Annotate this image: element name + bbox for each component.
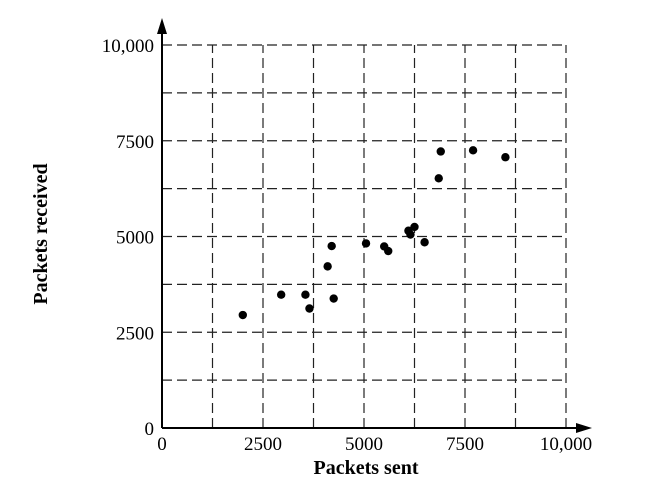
- x-tick-label: 2500: [244, 434, 282, 455]
- data-points: [238, 146, 510, 320]
- y-tick-label: 10,000: [102, 36, 154, 57]
- x-axis-title: Packets sent: [314, 457, 419, 479]
- y-axis-title: Packets received: [30, 163, 52, 304]
- x-tick-label: 0: [157, 434, 167, 455]
- data-point: [361, 239, 371, 248]
- data-point: [238, 310, 247, 320]
- data-point: [468, 146, 478, 155]
- y-tick-label: 2500: [116, 323, 154, 344]
- axes: [157, 18, 592, 433]
- y-tick-labels: 0 2500 5000 7500 10,000: [102, 36, 154, 440]
- x-tick-label: 5000: [345, 434, 383, 455]
- data-point: [501, 153, 510, 162]
- y-tick-label: 0: [145, 419, 155, 440]
- data-point: [410, 222, 419, 232]
- x-tick-label: 10,000: [540, 434, 592, 455]
- data-point: [329, 294, 338, 303]
- x-tick-labels: 0 2500 5000 7500 10,000: [157, 434, 592, 455]
- data-point: [436, 147, 445, 156]
- data-point: [434, 174, 443, 183]
- x-tick-label: 7500: [446, 434, 484, 455]
- data-point: [305, 304, 314, 313]
- grid: [162, 44, 567, 428]
- y-axis-arrow: [157, 18, 167, 34]
- data-point: [420, 238, 429, 247]
- data-point: [323, 262, 332, 271]
- data-point: [276, 290, 286, 299]
- y-tick-label: 7500: [116, 132, 154, 153]
- data-point: [327, 241, 336, 251]
- data-point: [384, 246, 393, 256]
- data-point: [301, 290, 310, 299]
- data-point: [406, 230, 415, 239]
- x-axis-arrow: [576, 423, 592, 433]
- y-tick-label: 5000: [116, 228, 154, 249]
